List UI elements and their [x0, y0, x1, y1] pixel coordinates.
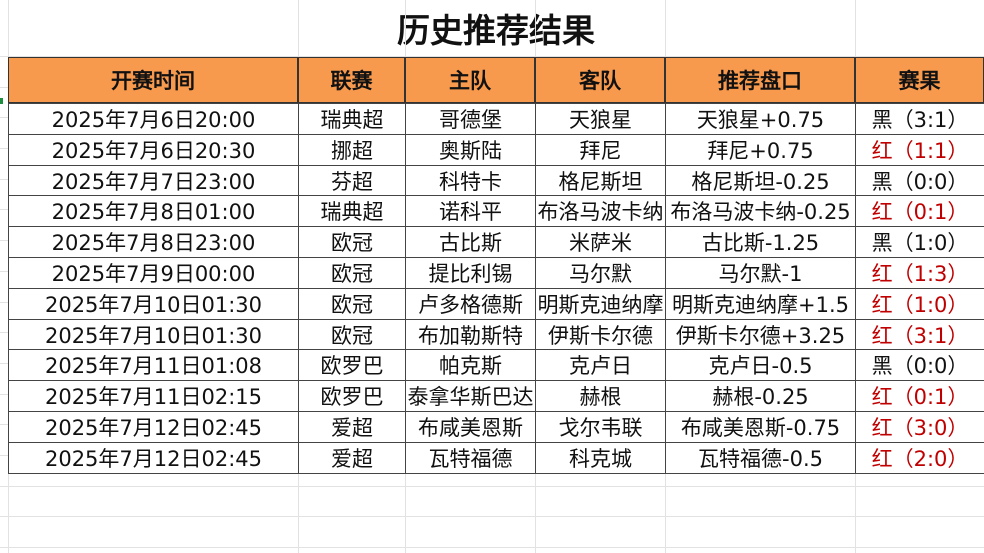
table-cell: 布加勒斯特: [405, 318, 536, 351]
column-header: 推荐盘口: [665, 57, 855, 103]
table-cell: 伊斯卡尔德+3.25: [665, 318, 856, 351]
table-cell: 古比斯: [405, 226, 536, 258]
sheet-marker: [0, 98, 3, 104]
table-cell: 瑞典超: [298, 103, 406, 135]
table-cell: 布咸美恩斯: [405, 411, 536, 443]
table-cell: 2025年7月6日20:00: [8, 103, 299, 135]
grid-line: [0, 547, 984, 548]
table-cell: 红（2:0）: [855, 441, 984, 474]
table-cell: 2025年7月10日01:30: [8, 287, 299, 320]
table-cell: 黑（0:0）: [855, 164, 984, 197]
table-cell: 克卢日-0.5: [665, 349, 856, 382]
table-cell: 欧罗巴: [298, 380, 406, 412]
table-cell: 马尔默: [535, 257, 666, 289]
column-header: 赛果: [855, 57, 984, 103]
table-cell: 2025年7月12日02:45: [8, 411, 299, 443]
table-cell: 红（0:1）: [855, 380, 984, 412]
table-cell: 芬超: [298, 164, 406, 197]
table-cell: 赫根: [535, 380, 666, 412]
table-cell: 红（1:1）: [855, 133, 984, 166]
table-cell: 布洛马波卡纳-0.25: [665, 195, 856, 228]
table-cell: 红（1:0）: [855, 287, 984, 320]
table-cell: 赫根-0.25: [665, 380, 856, 412]
table-cell: 格尼斯坦-0.25: [665, 164, 856, 197]
table-cell: 瑞典超: [298, 195, 406, 228]
table-cell: 马尔默-1: [665, 257, 856, 289]
table-cell: 红（3:0）: [855, 411, 984, 443]
table-cell: 提比利锡: [405, 257, 536, 289]
table-cell: 科克城: [535, 441, 666, 474]
table-cell: 明斯克迪纳摩+1.5: [665, 287, 856, 320]
table-cell: 布洛马波卡纳: [535, 195, 666, 228]
table-cell: 红（3:1）: [855, 318, 984, 351]
table-cell: 布咸美恩斯-0.75: [665, 411, 856, 443]
table-cell: 格尼斯坦: [535, 164, 666, 197]
table-cell: 明斯克迪纳摩: [535, 287, 666, 320]
table-cell: 黑（1:0）: [855, 226, 984, 258]
grid-line: [0, 56, 984, 57]
table-cell: 欧冠: [298, 226, 406, 258]
table-cell: 2025年7月11日01:08: [8, 349, 299, 382]
table-cell: 瓦特福德-0.5: [665, 441, 856, 474]
table-cell: 诺科平: [405, 195, 536, 228]
table-cell: 爱超: [298, 441, 406, 474]
table-cell: 泰拿华斯巴达: [405, 380, 536, 412]
table-cell: 瓦特福德: [405, 441, 536, 474]
column-header: 联赛: [298, 57, 405, 103]
table-cell: 欧冠: [298, 318, 406, 351]
table-cell: 爱超: [298, 411, 406, 443]
column-header: 客队: [535, 57, 665, 103]
table-cell: 挪超: [298, 133, 406, 166]
column-header: 主队: [405, 57, 535, 103]
table-cell: 黑（0:0）: [855, 349, 984, 382]
table-cell: 2025年7月12日02:45: [8, 441, 299, 474]
table-cell: 2025年7月6日20:30: [8, 133, 299, 166]
table-cell: 戈尔韦联: [535, 411, 666, 443]
table-cell: 哥德堡: [405, 103, 536, 135]
table-cell: 2025年7月11日02:15: [8, 380, 299, 412]
table-cell: 天狼星+0.75: [665, 103, 856, 135]
grid-line: [0, 516, 984, 517]
table-cell: 古比斯-1.25: [665, 226, 856, 258]
table-cell: 克卢日: [535, 349, 666, 382]
table-cell: 2025年7月7日23:00: [8, 164, 299, 197]
table-cell: 欧冠: [298, 287, 406, 320]
table-cell: 米萨米: [535, 226, 666, 258]
table-cell: 红（1:3）: [855, 257, 984, 289]
table-cell: 帕克斯: [405, 349, 536, 382]
table-cell: 红（0:1）: [855, 195, 984, 228]
column-header: 开赛时间: [8, 57, 298, 103]
table-cell: 天狼星: [535, 103, 666, 135]
table-cell: 欧罗巴: [298, 349, 406, 382]
table-cell: 2025年7月10日01:30: [8, 318, 299, 351]
table-cell: 2025年7月8日23:00: [8, 226, 299, 258]
table-cell: 伊斯卡尔德: [535, 318, 666, 351]
table-cell: 2025年7月8日01:00: [8, 195, 299, 228]
grid-line: [0, 486, 984, 487]
table-cell: 卢多格德斯: [405, 287, 536, 320]
table-cell: 2025年7月9日00:00: [8, 257, 299, 289]
table-cell: 黑（3:1）: [855, 103, 984, 135]
table-cell: 奥斯陆: [405, 133, 536, 166]
table-cell: 拜尼+0.75: [665, 133, 856, 166]
table-cell: 科特卡: [405, 164, 536, 197]
table-cell: 拜尼: [535, 133, 666, 166]
sheet-title: 历史推荐结果: [397, 11, 595, 50]
table-cell: 欧冠: [298, 257, 406, 289]
